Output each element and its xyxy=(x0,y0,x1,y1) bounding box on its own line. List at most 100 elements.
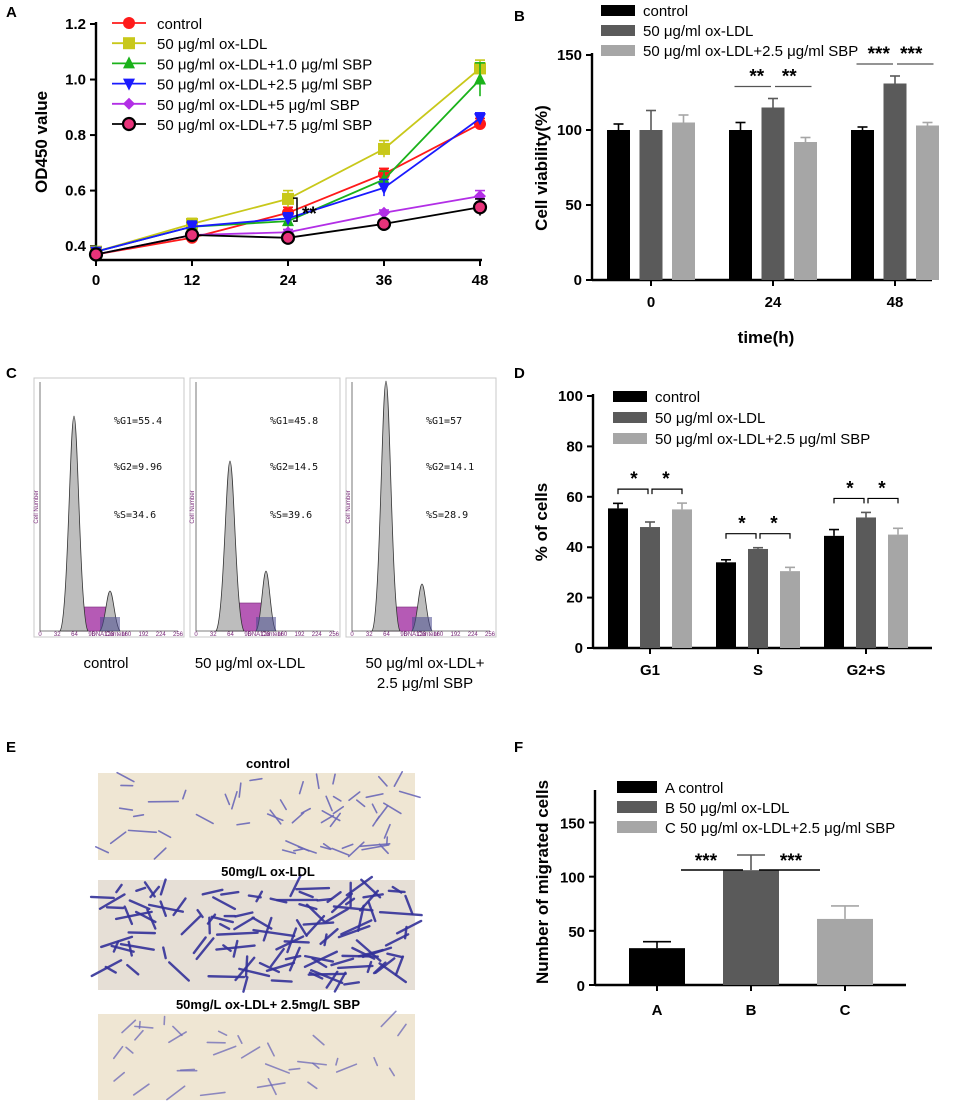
e-cell xyxy=(222,944,232,953)
chart-a: 0.4 0.6 0.8 1.0 1.2 0 12 24 36 48 OD450 value contr… xyxy=(32,16,488,289)
c-g1-peak xyxy=(59,415,89,632)
e-cell xyxy=(321,810,341,822)
c-g2-overlay xyxy=(256,617,276,631)
e-cell xyxy=(146,908,157,930)
e-cell xyxy=(215,944,256,951)
e-cell xyxy=(293,848,305,852)
e-cell xyxy=(258,961,281,974)
e-cell xyxy=(110,944,135,953)
c-hist-x-tick-label: 0 xyxy=(350,632,354,638)
a-point xyxy=(378,206,390,219)
c-hist-x-tick-label: 128 xyxy=(260,632,271,638)
d-sig-bracket xyxy=(617,488,649,495)
d-sig-label: * xyxy=(662,469,670,490)
d-bar xyxy=(748,548,768,648)
f-bar xyxy=(629,948,685,985)
c-hist-x-tick-label: 128 xyxy=(104,632,115,638)
a-point xyxy=(378,172,390,185)
b-y-tick-label: 150 xyxy=(557,47,582,64)
d-x-tick-label: S xyxy=(753,662,763,679)
c-g2-percent: %G2=14.1 xyxy=(426,462,474,473)
b-x-tick-label: 48 xyxy=(887,294,904,311)
e-cell xyxy=(304,954,335,963)
e-cell xyxy=(300,807,311,814)
e-cell xyxy=(237,1034,243,1045)
c-caption-control: control xyxy=(83,655,128,672)
b-legend-label: 50 μg/ml ox-LDL xyxy=(643,23,753,40)
e-cell xyxy=(217,1030,228,1036)
a-y-tick-label: 1.2 xyxy=(65,16,86,33)
c-hist-x-tick-label: 96 xyxy=(244,632,251,638)
d-sig-bracket xyxy=(867,497,899,504)
d-bar xyxy=(716,562,736,648)
e-cell xyxy=(127,940,133,957)
e-cell xyxy=(387,889,406,894)
e-cell xyxy=(238,782,242,798)
e-cell xyxy=(125,1046,134,1054)
e-cell xyxy=(212,1045,237,1056)
c-g1-percent: %G1=45.8 xyxy=(270,416,318,427)
f-x-tick-label: A xyxy=(652,1002,663,1019)
a-x-tick-label: 12 xyxy=(184,272,201,289)
c-g2-overlay xyxy=(100,617,120,631)
e-cell xyxy=(114,910,153,921)
e-cell xyxy=(378,910,423,917)
a-sig-label: ** xyxy=(302,204,317,225)
e-cell xyxy=(332,795,342,802)
e-cell xyxy=(340,919,373,936)
d-legend-label: 50 μg/ml ox-LDL xyxy=(655,410,765,427)
e-cell xyxy=(394,955,405,977)
e-cell xyxy=(332,905,374,912)
b-x-tick-label: 24 xyxy=(765,294,782,311)
e-cell xyxy=(247,894,262,899)
a-y-tick-label: 0.6 xyxy=(65,183,86,200)
d-bar xyxy=(608,508,628,648)
e-cell xyxy=(383,823,391,839)
e-cell xyxy=(281,849,297,855)
d-bar xyxy=(780,571,800,648)
c-caption-oxldl: 50 μg/ml ox-LDL xyxy=(195,655,305,672)
e-cell xyxy=(242,976,249,993)
panel-letter-f: F xyxy=(514,739,523,756)
a-legend-marker xyxy=(123,78,135,91)
e-cell xyxy=(324,907,349,923)
a-point xyxy=(184,227,200,243)
e-cell xyxy=(192,936,207,955)
c-hist-x-tick-label: 96 xyxy=(400,632,407,638)
e-cell xyxy=(331,847,350,856)
histograms-c: %G1=55.4 %G2=9.96 %S=34.6 Cell Number DNA Co… xyxy=(33,377,497,692)
e-cell xyxy=(231,791,238,810)
c-hist-y-label: Cell Number xyxy=(346,490,352,523)
e-cell xyxy=(378,775,388,787)
e-cell xyxy=(236,822,251,826)
c-hist-x-tick-label: 160 xyxy=(277,632,288,638)
e-cell xyxy=(295,886,331,891)
b-legend-swatch xyxy=(601,25,635,36)
c-hist-x-tick-label: 96 xyxy=(88,632,95,638)
e-cell xyxy=(288,946,301,972)
c-hist-x-tick-label: 160 xyxy=(433,632,444,638)
b-sig-label: ** xyxy=(782,67,797,88)
e-cell xyxy=(162,946,167,960)
e-cell xyxy=(252,928,296,938)
e-cell xyxy=(234,911,254,918)
a-legend-marker xyxy=(123,17,135,29)
b-x-axis-title: time(h) xyxy=(738,328,795,347)
d-y-tick-label: 40 xyxy=(566,539,583,556)
f-sig-label: *** xyxy=(695,851,718,872)
d-sig-label: * xyxy=(878,478,886,499)
a-legend-label: 50 μg/ml ox-LDL xyxy=(157,36,267,53)
e-cell xyxy=(266,1042,275,1057)
f-legend-swatch xyxy=(617,781,657,793)
a-x-tick-label: 0 xyxy=(92,272,100,289)
e-cell xyxy=(310,969,344,985)
c-s-percent: %S=39.6 xyxy=(270,510,312,521)
e-cell xyxy=(275,935,305,951)
a-legend-label: control xyxy=(157,16,202,33)
e-cell xyxy=(330,892,353,914)
e-cell xyxy=(393,770,404,787)
a-x-tick-label: 24 xyxy=(280,272,297,289)
c-hist-x-tick-label: 192 xyxy=(450,632,461,638)
c-hist-x-tick-label: 128 xyxy=(416,632,427,638)
